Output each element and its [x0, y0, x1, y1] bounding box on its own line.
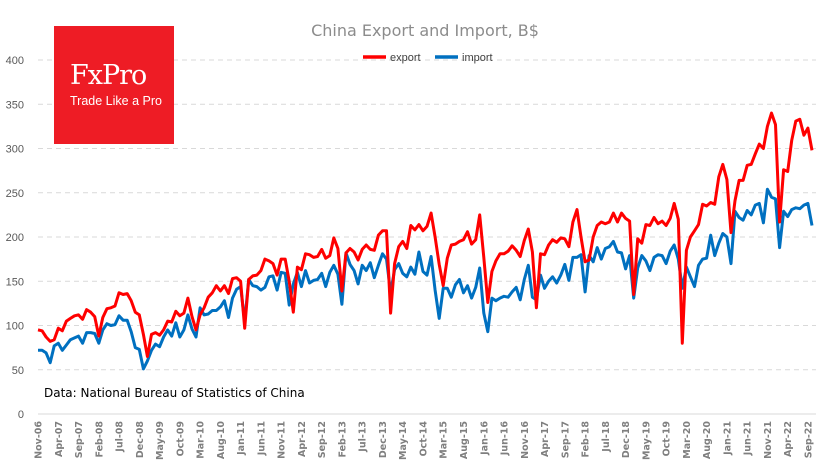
x-tick-label: Feb-18 [581, 421, 592, 458]
y-tick-label: 250 [6, 188, 24, 200]
x-tick-label: Aug-15 [459, 421, 470, 459]
x-tick-label: Apr-17 [540, 421, 551, 457]
series-lines [37, 111, 814, 371]
x-tick-label: Mar-15 [439, 421, 450, 459]
logo-name: FxPro [70, 60, 147, 91]
x-tick-label: Sep-07 [74, 421, 85, 458]
x-tick-label: Sep-12 [317, 421, 328, 458]
x-tick-label: Jun-16 [500, 421, 511, 457]
y-tick-label: 350 [6, 99, 24, 111]
x-tick-label: Feb-08 [94, 421, 105, 458]
x-tick-label: Apr-12 [297, 421, 308, 457]
x-tick-label: Oct-14 [418, 421, 429, 457]
x-tick-label: Nov-06 [34, 421, 45, 459]
x-tick-label: Mar-10 [196, 421, 207, 459]
x-tick-label: Jun-21 [743, 421, 754, 456]
x-tick-label: Sep-17 [560, 421, 571, 458]
x-tick-label: Dec-13 [378, 421, 389, 458]
y-axis: 0 50 100 150 200 250 300 350 400 [6, 55, 24, 421]
x-tick-label: Aug-20 [702, 421, 713, 459]
x-tick-label: Jan-11 [236, 421, 247, 456]
y-tick-label: 400 [6, 55, 24, 67]
x-tick-label: Dec-08 [135, 421, 146, 459]
y-tick-label: 50 [12, 365, 24, 377]
x-axis: Nov-06 Apr-07 Sep-07 Feb-08 Jul-08 Dec-08 May-… [34, 421, 815, 460]
x-tick-label: Aug-10 [216, 421, 227, 459]
y-tick-label: 200 [6, 232, 24, 244]
x-tick-label: Oct-09 [175, 421, 186, 456]
y-tick-label: 150 [6, 276, 24, 288]
legend: export import [363, 52, 493, 64]
legend-label-import: import [462, 52, 493, 64]
x-tick-label: Nov-16 [520, 421, 531, 459]
x-tick-label: Jun-11 [256, 421, 267, 456]
x-tick-label: Apr-07 [54, 421, 65, 457]
legend-label-export: export [390, 52, 421, 64]
logo-tagline: Trade Like a Pro [70, 94, 162, 108]
y-tick-label: 100 [6, 321, 24, 333]
x-tick-label: Jul-08 [115, 421, 126, 453]
x-tick-label: Feb-13 [337, 421, 348, 458]
x-tick-label: Jan-16 [479, 421, 490, 456]
x-tick-label: May-09 [155, 421, 166, 460]
x-tick-label: Jan-21 [722, 421, 733, 456]
source-annotation: Data: National Bureau of Statistics of C… [44, 386, 305, 400]
fxpro-logo: FxPro Trade Like a Pro [54, 26, 174, 144]
series-line-export [37, 111, 814, 358]
x-tick-label: Apr-22 [783, 421, 794, 457]
gridlines [38, 59, 816, 415]
y-tick-label: 300 [6, 144, 24, 156]
x-tick-label: Sep-22 [803, 421, 814, 458]
y-tick-label: 0 [18, 409, 24, 421]
chart-title: China Export and Import, B$ [311, 21, 539, 40]
x-tick-label: May-19 [641, 421, 652, 460]
x-tick-label: Jul-18 [601, 421, 612, 453]
x-tick-label: May-14 [398, 421, 409, 460]
x-tick-label: Mar-20 [682, 421, 693, 459]
x-tick-label: Jul-13 [358, 421, 369, 453]
x-tick-label: Nov-21 [763, 421, 774, 459]
x-tick-label: Nov-11 [277, 421, 288, 459]
x-tick-label: Dec-18 [621, 421, 632, 459]
series-line-import [38, 187, 814, 371]
x-tick-label: Oct-19 [662, 421, 673, 456]
